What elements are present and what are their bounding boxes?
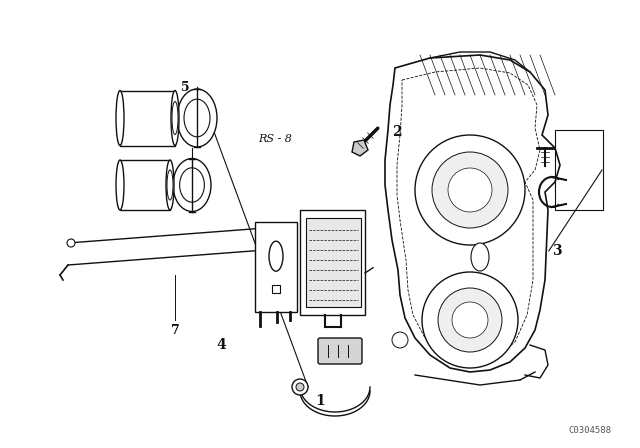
Bar <box>555 130 603 210</box>
Text: 7: 7 <box>171 323 179 336</box>
Circle shape <box>296 383 304 391</box>
Ellipse shape <box>116 90 124 146</box>
Ellipse shape <box>180 168 204 202</box>
Circle shape <box>422 272 518 368</box>
Text: 4: 4 <box>216 338 226 352</box>
Bar <box>306 218 361 307</box>
Text: 3: 3 <box>552 244 562 258</box>
Polygon shape <box>385 55 560 372</box>
Bar <box>120 160 170 210</box>
Circle shape <box>292 379 308 395</box>
Ellipse shape <box>172 102 178 134</box>
Bar <box>255 222 297 312</box>
Circle shape <box>448 168 492 212</box>
Ellipse shape <box>116 160 124 210</box>
Circle shape <box>438 288 502 352</box>
Ellipse shape <box>177 89 217 147</box>
Ellipse shape <box>173 159 211 211</box>
Text: 2: 2 <box>392 125 402 139</box>
Ellipse shape <box>184 99 210 137</box>
Ellipse shape <box>471 243 489 271</box>
Circle shape <box>415 135 525 245</box>
Text: C0304588: C0304588 <box>568 426 611 435</box>
Text: 1: 1 <box>315 394 325 408</box>
Text: 6: 6 <box>188 185 196 198</box>
Circle shape <box>432 152 508 228</box>
Bar <box>272 285 280 293</box>
Circle shape <box>452 302 488 338</box>
Ellipse shape <box>166 160 174 210</box>
Text: 5: 5 <box>181 81 190 94</box>
Ellipse shape <box>269 241 283 271</box>
Bar <box>300 210 365 315</box>
Polygon shape <box>352 140 368 156</box>
Circle shape <box>67 239 75 247</box>
Bar <box>120 90 175 146</box>
Ellipse shape <box>171 90 179 146</box>
Ellipse shape <box>167 170 173 200</box>
FancyBboxPatch shape <box>318 338 362 364</box>
Circle shape <box>392 332 408 348</box>
Text: RS - 8: RS - 8 <box>259 134 292 144</box>
